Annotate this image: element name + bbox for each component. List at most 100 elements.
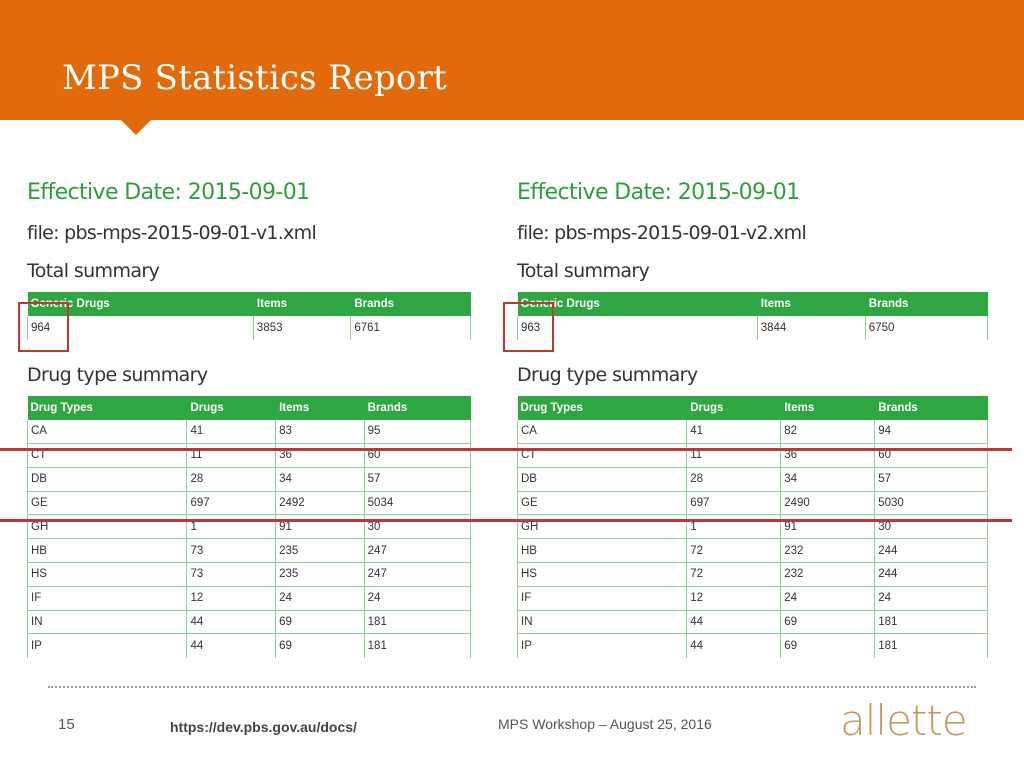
type-header-drug-types: Drug Types (517, 395, 688, 420)
type-header-brands: Brands (364, 395, 472, 420)
total-header-items: Items (757, 292, 866, 316)
drug-type-cell: IF (26, 586, 188, 611)
total-header-generic-drugs: Generic Drugs (27, 292, 254, 316)
items-cell: 69 (275, 610, 365, 635)
type-header-items: Items (780, 395, 876, 420)
brands-cell: 95 (363, 419, 472, 445)
drugs-cell: 697 (686, 491, 782, 516)
drugs-cell: 44 (186, 610, 277, 635)
table-row: HB 73 235 247 (26, 538, 472, 564)
drug-type-cell: CA (26, 419, 188, 445)
highlight-line-bottom (0, 519, 1012, 522)
total-summary-table: Generic Drugs Items Brands 963 3844 6750 (517, 292, 989, 340)
left-panel: Effective Date: 2015-09-01 file: pbs-mps… (26, 176, 472, 658)
drug-type-cell: CT (26, 443, 188, 468)
table-row: IN 44 69 181 (516, 610, 988, 635)
brands-cell: 94 (874, 419, 988, 445)
table-row: GE 697 2490 5030 (516, 491, 988, 516)
items-cell: 2490 (780, 491, 876, 516)
drug-type-cell: IP (516, 633, 688, 658)
drugs-cell: 41 (686, 419, 782, 445)
brands-cell: 181 (874, 633, 988, 658)
drugs-cell: 28 (686, 467, 782, 492)
drugs-cell: 41 (186, 419, 277, 445)
items-cell: 36 (275, 443, 365, 468)
brands-cell: 60 (363, 443, 472, 468)
items-cell: 69 (275, 633, 365, 658)
table-row: IF 12 24 24 (26, 586, 472, 611)
drugs-cell: 44 (686, 633, 782, 658)
table-row: GE 697 2492 5034 (26, 491, 472, 516)
items-cell: 69 (780, 610, 876, 635)
drug-type-table: Drug Types Drugs Items Brands CA 41 83 95 CT… (26, 395, 472, 658)
table-row: HS 73 235 247 (26, 562, 472, 587)
type-header-items: Items (275, 395, 365, 420)
total-header-brands: Brands (350, 292, 471, 316)
items-cell: 24 (275, 586, 365, 611)
drug-type-cell: DB (26, 467, 188, 492)
table-row: IN 44 69 181 (26, 610, 472, 635)
brands-cell: 244 (874, 562, 988, 587)
items-cell: 232 (780, 538, 876, 564)
drug-type-cell: HS (26, 562, 188, 587)
brands-cell: 57 (874, 467, 988, 492)
effective-date: Effective Date: 2015-09-01 (27, 180, 310, 205)
drug-type-cell: CA (516, 419, 688, 445)
type-header-drugs: Drugs (186, 395, 277, 420)
brands-cell: 247 (363, 562, 472, 587)
table-row: IP 44 69 181 (26, 633, 472, 658)
drug-type-cell: IN (26, 610, 188, 635)
items-cell: 232 (780, 562, 876, 587)
page-number: 15 (58, 716, 75, 733)
total-items-value: 3853 (252, 316, 352, 340)
table-row: CT 11 36 60 (26, 443, 472, 468)
total-generic-drugs-value: 963 (517, 316, 758, 340)
drugs-cell: 44 (186, 633, 277, 658)
brands-cell: 24 (363, 586, 472, 611)
brands-cell: 57 (363, 467, 472, 492)
footer-text: MPS Workshop – August 25, 2016 (498, 716, 712, 732)
type-header-brands: Brands (874, 395, 988, 420)
items-cell: 82 (780, 419, 876, 445)
drug-type-cell: HS (516, 562, 688, 587)
brands-cell: 244 (874, 538, 988, 564)
table-row: HS 72 232 244 (516, 562, 988, 587)
table-row: DB 28 34 57 (26, 467, 472, 492)
drugs-cell: 73 (186, 562, 277, 587)
drug-type-cell: IN (516, 610, 688, 635)
drug-type-table: Drug Types Drugs Items Brands CA 41 82 94 CT… (516, 395, 988, 658)
footer-divider (48, 686, 976, 688)
drugs-cell: 72 (686, 538, 782, 564)
brands-cell: 247 (363, 538, 472, 564)
drug-type-cell: DB (516, 467, 688, 492)
items-cell: 235 (275, 562, 365, 587)
brands-cell: 181 (874, 610, 988, 635)
drugs-cell: 11 (686, 443, 782, 468)
total-header-items: Items (253, 292, 352, 316)
table-row: HB 72 232 244 (516, 538, 988, 564)
items-cell: 24 (780, 586, 876, 611)
generic-drugs-highlight-right (503, 302, 554, 352)
brands-cell: 24 (874, 586, 988, 611)
drugs-cell: 44 (686, 610, 782, 635)
drug-type-cell: GE (516, 491, 688, 516)
drug-type-cell: IP (26, 633, 188, 658)
items-cell: 36 (780, 443, 876, 468)
allette-logo: allette (840, 696, 968, 745)
table-row: 963 3844 6750 (517, 316, 989, 340)
total-brands-value: 6761 (350, 316, 471, 340)
drugs-cell: 12 (686, 586, 782, 611)
docs-link[interactable]: https://dev.pbs.gov.au/docs/ (170, 719, 357, 735)
table-row: CT 11 36 60 (516, 443, 988, 468)
items-cell: 34 (275, 467, 365, 492)
drugs-cell: 11 (186, 443, 277, 468)
drug-type-cell: HB (516, 538, 688, 564)
brands-cell: 181 (363, 633, 472, 658)
drugs-cell: 72 (686, 562, 782, 587)
total-brands-value: 6750 (864, 316, 989, 340)
items-cell: 83 (275, 419, 365, 445)
right-panel: Effective Date: 2015-09-01 file: pbs-mps… (516, 176, 989, 658)
drug-type-cell: IF (516, 586, 688, 611)
drug-type-summary-heading: Drug type summary (517, 363, 698, 386)
drug-type-cell: HB (26, 538, 188, 564)
